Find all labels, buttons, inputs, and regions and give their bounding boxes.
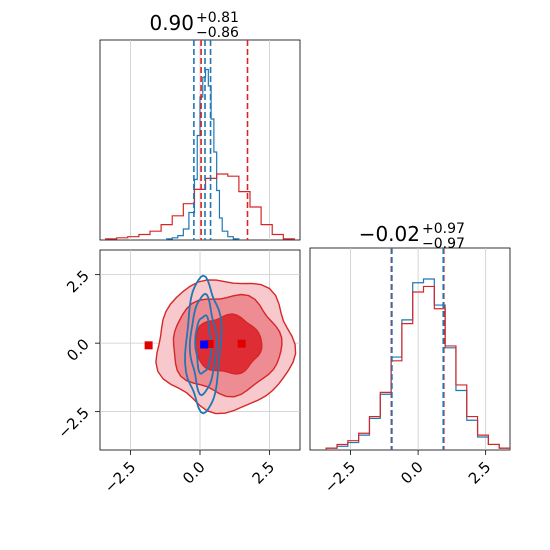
tl-hist-series-1 [104, 173, 296, 240]
tl-title-minus: −0.86 [196, 25, 239, 41]
br-title-minus: −0.97 [422, 236, 465, 252]
tl-title-plus: +0.81 [196, 10, 239, 26]
bl-blue-contour [184, 274, 223, 415]
bl-red-marker [144, 341, 153, 350]
panel-bottom-right-frame [309, 247, 511, 451]
bl-ytick-label: 0.0 [63, 335, 93, 365]
br-xtick-label: 0.0 [397, 458, 427, 488]
bl-red-marker [205, 339, 214, 348]
br-xtick-label: 2.5 [465, 458, 495, 488]
bl-xtick-label: 0.0 [179, 458, 209, 488]
br-hist-series-1 [325, 285, 510, 450]
bl-xtick-label: 2.5 [249, 458, 279, 488]
bl-ytick-label: −2.5 [54, 404, 92, 442]
panel-top-left: 0.90 +0.81−0.86 [99, 10, 301, 241]
br-title-value: −0.02 [359, 222, 420, 246]
tl-title-value: 0.90 [149, 11, 194, 35]
br-hist-series-0 [325, 278, 510, 450]
bl-ytick-label: 2.5 [63, 267, 93, 297]
bl-xtick-label: −2.5 [101, 458, 139, 496]
br-title-plus: +0.97 [422, 221, 465, 237]
bl-blue-marker [200, 340, 209, 349]
panel-bottom-left: −2.5 0.0 2.5 2.5 0.0 −2.5 [54, 249, 301, 497]
bl-blue-contour [188, 292, 218, 397]
bl-blue-contour [194, 314, 213, 375]
br-xtick-label: −2.5 [321, 458, 359, 496]
panel-bottom-right: −2.5 0.0 2.5 −0.02 +0.97−0.97 [309, 221, 511, 497]
bl-red-marker [237, 339, 246, 348]
